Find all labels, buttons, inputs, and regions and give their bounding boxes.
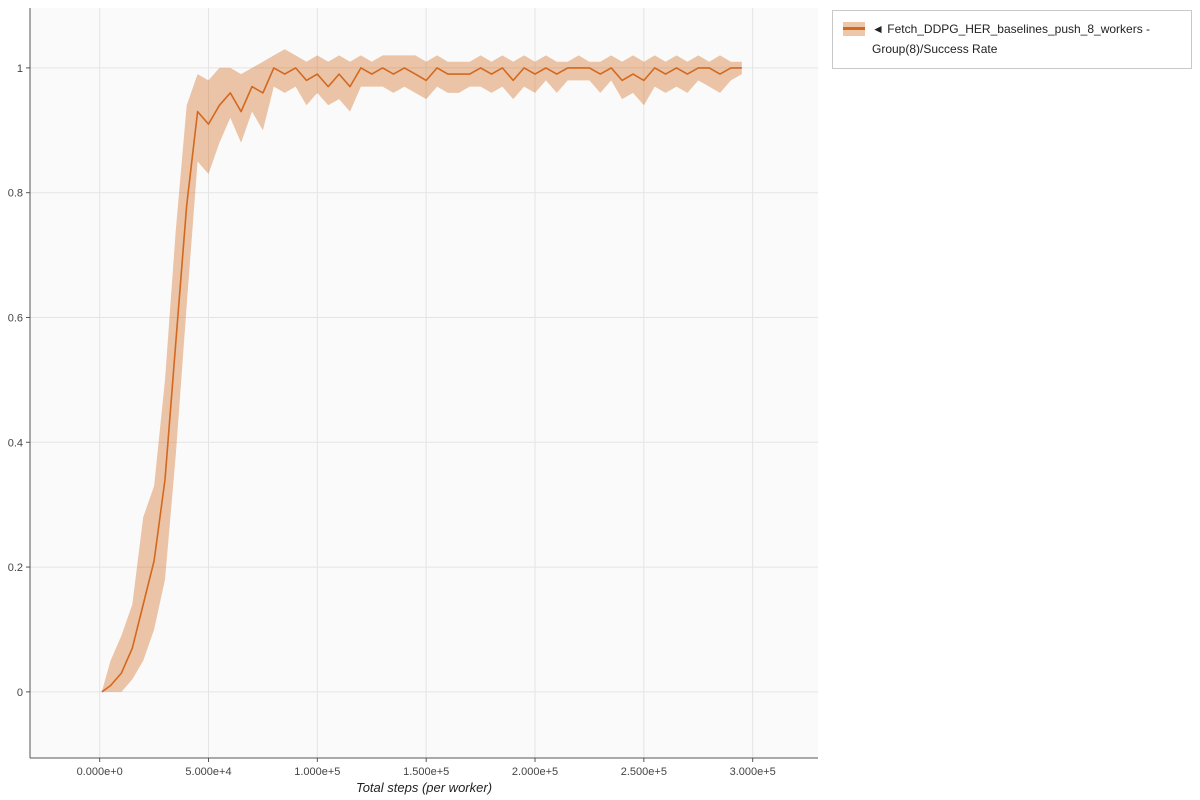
y-tick-label: 0.8	[8, 188, 23, 200]
y-tick-label: 0.4	[8, 437, 23, 449]
y-tick-label: 1	[17, 63, 23, 75]
mean-line	[101, 67, 742, 693]
legend-line-swatch	[843, 27, 865, 30]
x-tick-label: 2.500e+5	[621, 766, 667, 778]
y-tick-label: 0	[17, 687, 23, 699]
x-tick-label: 3.000e+5	[730, 766, 776, 778]
legend-swatch	[843, 22, 865, 36]
legend-label-text: Fetch_DDPG_HER_baselines_push_8_workers …	[872, 22, 1151, 57]
x-axis-title: Total steps (per worker)	[355, 780, 493, 795]
legend-label: ◄ Fetch_DDPG_HER_baselines_push_8_worker…	[872, 19, 1181, 60]
y-tick-label: 0.6	[8, 312, 23, 324]
legend-collapse-icon[interactable]: ◄	[872, 22, 884, 36]
x-tick-label: 5.000e+4	[185, 766, 231, 778]
x-tick-label: 2.000e+5	[512, 766, 558, 778]
legend[interactable]: ◄ Fetch_DDPG_HER_baselines_push_8_worker…	[832, 10, 1192, 69]
plot-background	[30, 8, 818, 758]
x-tick-label: 1.500e+5	[403, 766, 449, 778]
x-tick-label: 0.000e+0	[77, 766, 123, 778]
y-tick-label: 0.2	[8, 562, 23, 574]
x-tick-label: 1.000e+5	[294, 766, 340, 778]
